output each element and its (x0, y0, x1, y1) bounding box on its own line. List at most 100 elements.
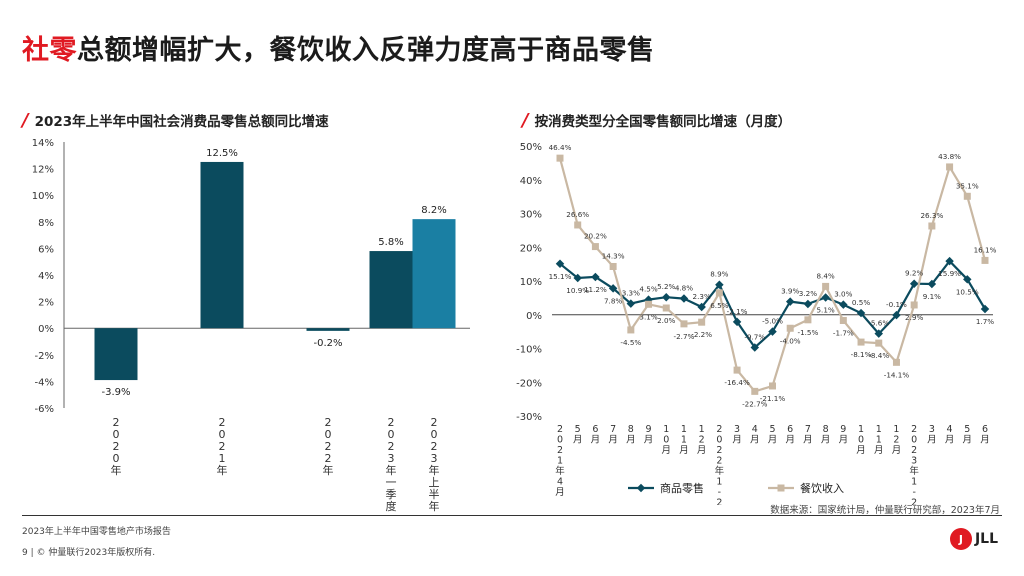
x-category-label: 2 0 2 3 年上半年 (429, 416, 440, 513)
data-label: 0.5% (852, 298, 870, 307)
right-subtitle-text: 按消费类型分全国零售额同比增速（月度） (534, 114, 792, 130)
series-point (627, 326, 635, 334)
page-title: 社零总额增幅扩大，餐饮收入反弹力度高于商品零售 (22, 28, 655, 67)
data-label: 8.4% (816, 271, 834, 280)
series-point (946, 163, 954, 171)
series-point (892, 358, 900, 366)
y-tick-label: 4% (38, 271, 54, 282)
series-point (715, 280, 724, 289)
legend-label: 餐饮收入 (800, 481, 844, 495)
data-label: 10.5% (956, 287, 979, 296)
series-point (645, 300, 653, 308)
legend-marker (636, 483, 646, 493)
data-label: -5.6% (868, 319, 889, 328)
series-point (662, 292, 671, 302)
logo-text: JLL (974, 531, 998, 547)
bar-value-label: -3.9% (101, 387, 130, 398)
data-label: 26.6% (566, 210, 589, 219)
data-label: 5.1% (816, 306, 834, 315)
y-tick-label: 2% (38, 298, 54, 309)
data-label: 14.3% (602, 251, 625, 260)
data-label: 1.7% (976, 317, 994, 326)
series-point (963, 192, 971, 200)
series-point (732, 317, 742, 327)
series-point (804, 316, 812, 324)
data-label: -8.1% (851, 350, 872, 359)
series-point (715, 289, 723, 297)
data-label: -0.1% (886, 300, 907, 309)
bar-value-label: -0.2% (313, 338, 342, 349)
y-tick-label: -10% (516, 345, 542, 356)
series-point (875, 339, 883, 347)
data-label: -16.4% (724, 378, 750, 387)
data-label: 3.9% (781, 287, 799, 296)
series-point (892, 310, 901, 320)
data-label: 26.3% (920, 211, 943, 220)
data-label: -21.1% (760, 394, 786, 403)
y-tick-label: -2% (35, 351, 54, 362)
y-tick-label: 50% (520, 142, 542, 153)
series-point (574, 221, 582, 229)
legend-label: 商品零售 (660, 481, 704, 495)
y-tick-label: 10% (32, 191, 54, 202)
data-label: 2.9% (905, 313, 923, 322)
data-label: 4.5% (639, 285, 657, 294)
series-point (573, 273, 582, 283)
data-label: 7.8% (604, 296, 622, 305)
series-point (751, 387, 759, 395)
data-label: 11.2% (584, 285, 607, 294)
series-point (556, 154, 564, 162)
bar (412, 219, 456, 329)
y-tick-label: 20% (520, 243, 542, 254)
source-note: 数据来源：国家统计局，仲量联行研究部，2023年7月 (770, 505, 1000, 516)
bar-value-label: 12.5% (206, 148, 238, 159)
bar (369, 251, 413, 329)
series-point (786, 324, 794, 332)
data-label: 2.3% (693, 292, 711, 301)
series-point (609, 262, 617, 270)
bar (306, 328, 350, 331)
title-rest: 总额增幅扩大，餐饮收入反弹力度高于商品零售 (77, 35, 655, 66)
data-label: 35.1% (956, 181, 979, 190)
bar (94, 328, 138, 381)
data-label: 15.9% (938, 269, 961, 278)
series-point (679, 294, 689, 303)
bar-chart: 14% 12% 10% 8% 6% 4% 2% 0% -2% -4% -6% -3.9% 2 0 2 0 年 12… (32, 138, 470, 513)
series-point (626, 299, 636, 308)
data-label: -1.7% (833, 328, 854, 337)
data-label: -8.4% (868, 351, 889, 360)
data-label: -9.7% (744, 332, 765, 341)
title-highlight: 社零 (22, 35, 77, 66)
data-label: 8.9% (710, 270, 728, 279)
series-point (821, 293, 830, 302)
series-point (856, 308, 866, 318)
data-label: 2.0% (657, 316, 675, 325)
y-tick-label: 0% (38, 324, 54, 335)
bar-value-label: 8.2% (421, 205, 446, 216)
series-point (839, 316, 847, 324)
footer-report: 2023年上半年中国零售地产市场报告 (22, 527, 171, 537)
data-label: 9.2% (905, 269, 923, 278)
data-label: 5.2% (657, 282, 675, 291)
legend-marker (777, 484, 785, 492)
y-tick-label: 10% (520, 277, 542, 288)
jll-logo: J JLL (949, 528, 998, 550)
data-label: 4.8% (675, 284, 693, 293)
data-label: 16.1% (974, 245, 997, 254)
line-chart: 50%40%30%20%10%0%-10%-20%-30%15.1%10.9%1… (516, 142, 997, 505)
data-label: -5.0% (762, 317, 783, 326)
data-label: 3.1% (639, 312, 657, 321)
series-point (697, 302, 706, 312)
